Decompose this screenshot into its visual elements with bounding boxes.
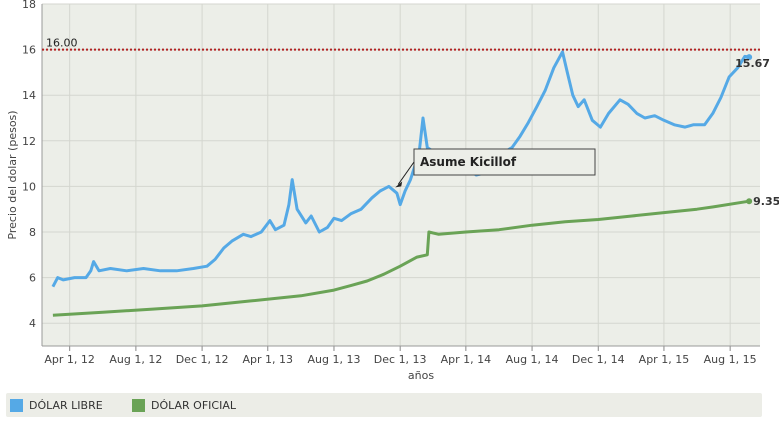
x-tick-label: Apr 1, 15 (639, 353, 690, 366)
y-tick-label: 14 (22, 89, 36, 102)
y-tick-label: 18 (22, 0, 36, 11)
legend-swatch-dolar-libre (10, 398, 23, 412)
series-line-dolar-oficial (52, 199, 750, 317)
y-tick-label: 6 (29, 272, 36, 285)
y-tick-label: 16 (22, 44, 36, 57)
x-tick-label: Aug 1, 15 (704, 353, 757, 366)
series-end-point (746, 54, 753, 61)
y-tick-label: 4 (29, 317, 36, 330)
annotation-text: Asume Kicillof (420, 155, 517, 169)
series-end-label: 9.35 (753, 195, 779, 208)
reference-line-label: 16.00 (46, 37, 78, 50)
y-tick-label: 12 (22, 135, 36, 148)
y-axis-title: Precio del dolar (pesos) (6, 110, 19, 239)
series-end-point (746, 198, 753, 205)
legend: DÓLAR LIBRE DÓLAR OFICIAL (6, 393, 762, 417)
x-tick-label: Aug 1, 12 (109, 353, 162, 366)
x-tick-label: Aug 1, 13 (307, 353, 360, 366)
series-line-dolar-libre (51, 50, 750, 288)
annotation-leader (397, 161, 415, 185)
series-end-label: 15.67 (735, 57, 770, 70)
legend-swatch-dolar-oficial (132, 398, 145, 412)
x-tick-label: Dec 1, 12 (176, 353, 229, 366)
x-tick-label: Aug 1, 14 (506, 353, 559, 366)
line-chart: 4 6 8 10 12 14 16 18 Apr 1, 12 Aug 1, 12 Dec 1, 12… (6, 0, 779, 382)
x-tick-label: Apr 1, 14 (441, 353, 492, 366)
annotation-arrowhead (395, 181, 403, 188)
x-axis-title: años (408, 369, 434, 382)
x-tick-label: Apr 1, 12 (44, 353, 95, 366)
legend-item-dolar-oficial[interactable]: DÓLAR OFICIAL (132, 397, 236, 413)
plot-background (42, 4, 760, 346)
legend-item-dolar-libre[interactable]: DÓLAR LIBRE (10, 397, 103, 413)
y-tick-label: 10 (22, 180, 36, 193)
legend-label-dolar-libre: DÓLAR LIBRE (29, 398, 103, 412)
x-tick-label: Apr 1, 13 (243, 353, 294, 366)
x-tick-label: Dec 1, 13 (374, 353, 427, 366)
y-tick-label: 8 (29, 226, 36, 239)
x-tick-label: Dec 1, 14 (572, 353, 625, 366)
legend-label-dolar-oficial: DÓLAR OFICIAL (151, 398, 236, 412)
